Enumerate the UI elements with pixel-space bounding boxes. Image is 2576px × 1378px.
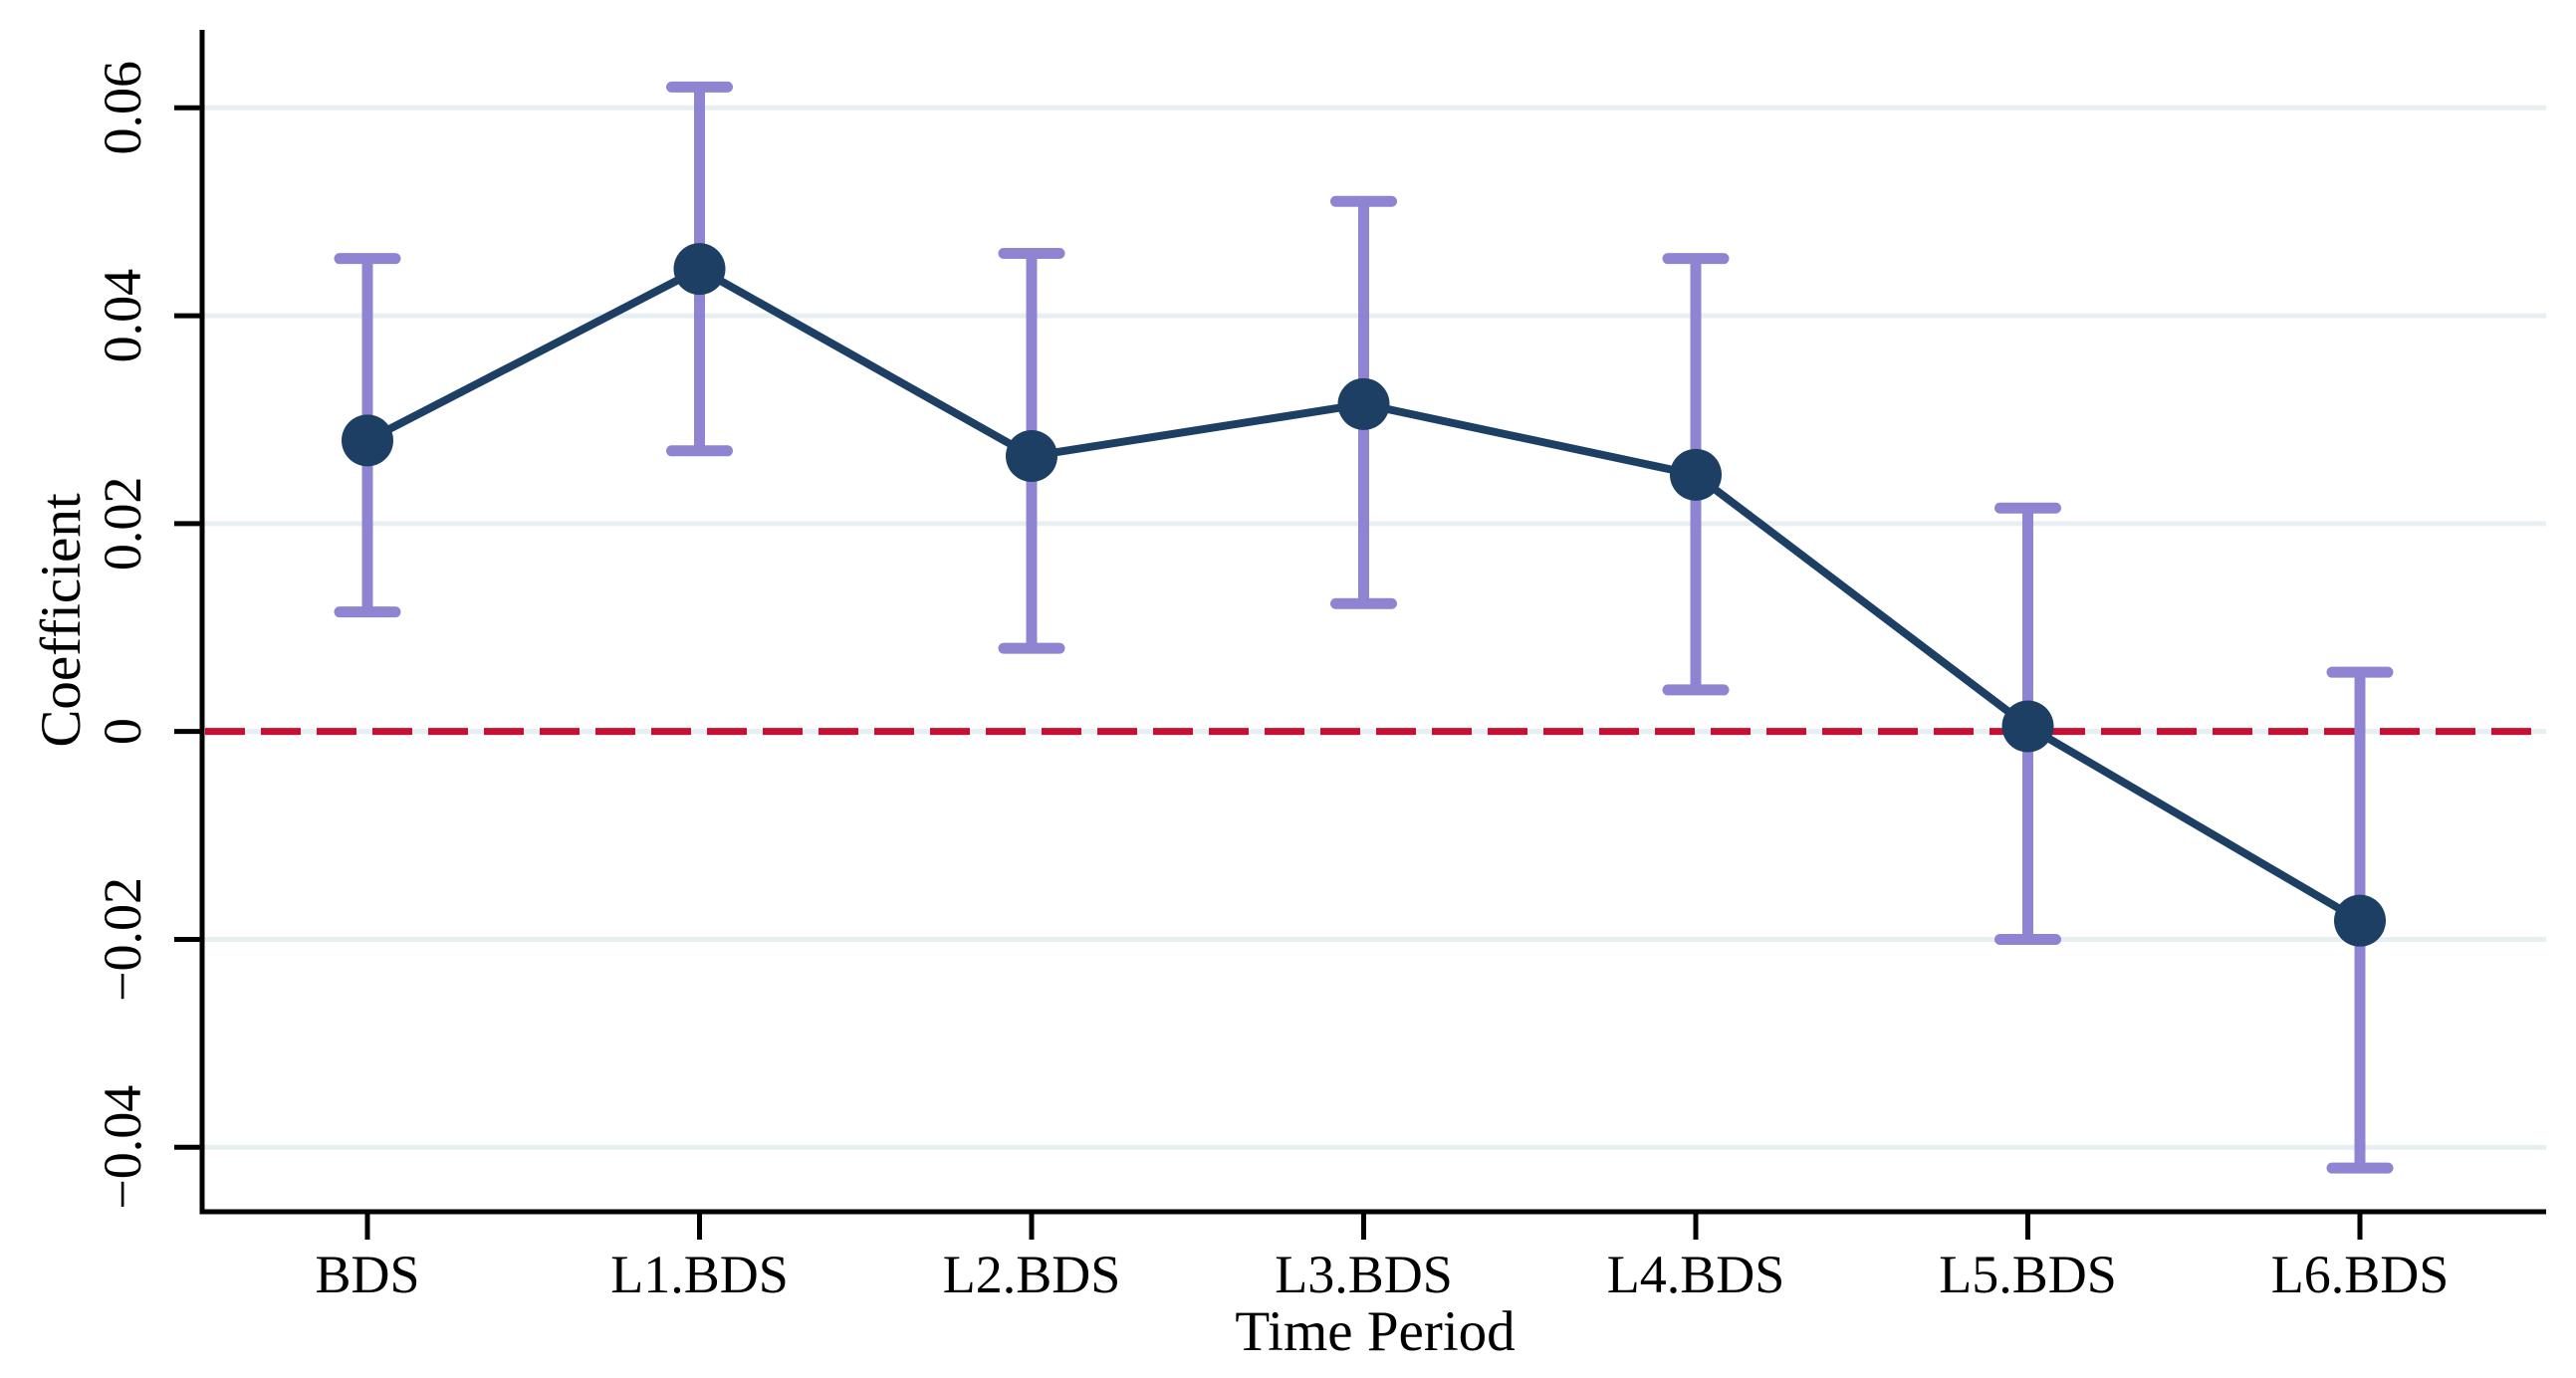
data-point	[2334, 894, 2386, 947]
x-tick-label: L2.BDS	[943, 1245, 1121, 1304]
y-tick-label: 0.02	[93, 477, 152, 572]
x-tick-label: L1.BDS	[610, 1245, 789, 1304]
x-tick-label: L5.BDS	[1939, 1245, 2117, 1304]
y-tick-label: 0	[93, 718, 152, 745]
y-tick-label: −0.04	[93, 1085, 152, 1210]
data-point	[1006, 430, 1057, 483]
y-tick-label-group: −0.02	[93, 877, 152, 1002]
x-tick-label: L6.BDS	[2271, 1245, 2450, 1304]
x-tick-label: BDS	[315, 1245, 419, 1304]
y-tick-label: 0.06	[93, 61, 152, 155]
data-point	[2001, 700, 2054, 753]
y-tick-label: −0.02	[93, 877, 152, 1002]
data-point	[673, 243, 726, 296]
y-tick-label-group: −0.04	[93, 1085, 152, 1210]
data-point	[342, 414, 393, 467]
axis-spine	[199, 30, 2546, 1215]
axes	[174, 30, 2546, 1240]
y-tick-label-group: 0.02	[93, 477, 152, 572]
x-axis-title: Time Period	[1235, 1300, 1515, 1363]
data-point	[1337, 377, 1390, 430]
y-tick-label-group: 0.06	[93, 61, 152, 155]
data-points	[342, 243, 2386, 947]
y-axis-title: Coefficient	[30, 493, 93, 748]
y-tick-label-group: 0.04	[93, 269, 152, 363]
gridlines	[202, 105, 2546, 1150]
x-tick-label: L3.BDS	[1275, 1245, 1453, 1304]
y-tick-label-group: 0	[93, 718, 152, 745]
x-tick-label: L4.BDS	[1607, 1245, 1785, 1304]
y-tick-label: 0.04	[93, 269, 152, 363]
y-axis-title-text: Coefficient	[30, 493, 93, 748]
error-bars	[334, 81, 2394, 1174]
data-point	[1670, 448, 1722, 501]
y-tick-labels: 0.06 0.04 0.02 0 −0.02 −0.04	[93, 61, 152, 1210]
x-tick-labels: BDS L1.BDS L2.BDS L3.BDS L4.BDS L5.BDS L6.BDS	[315, 1245, 2449, 1304]
